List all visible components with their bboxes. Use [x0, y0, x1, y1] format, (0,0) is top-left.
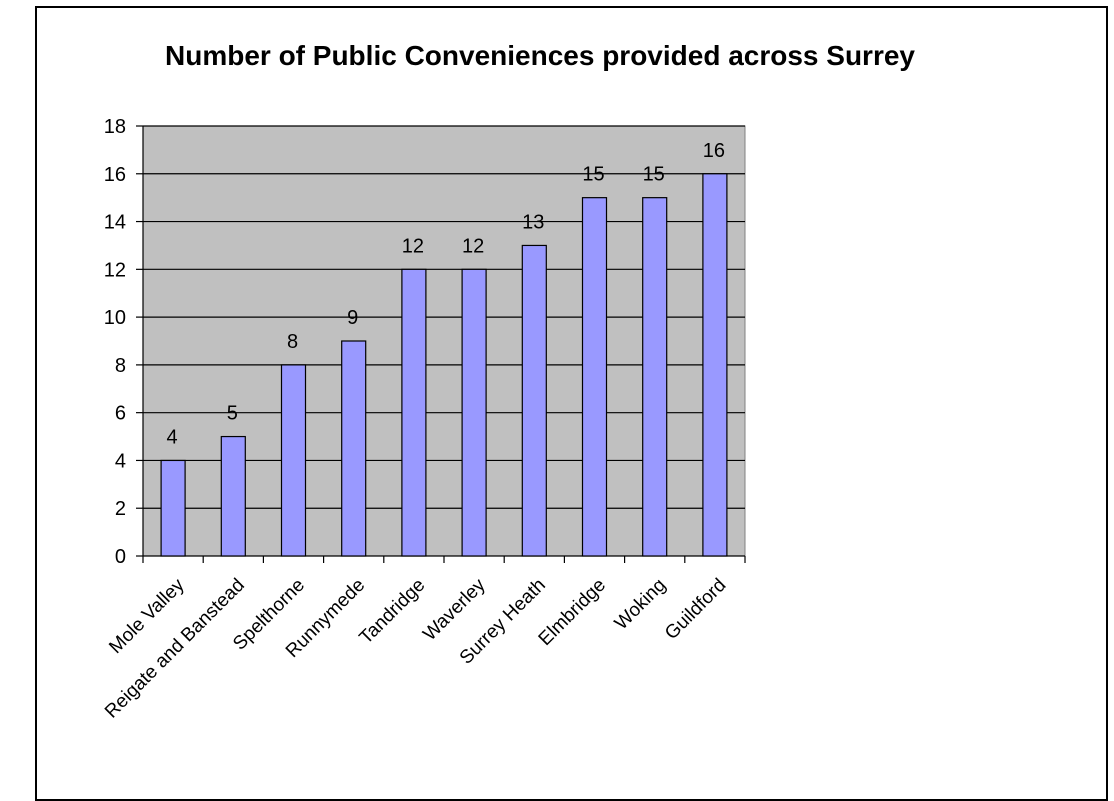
bar	[521, 244, 547, 557]
data-label: 4	[167, 426, 178, 448]
bar	[702, 173, 728, 557]
category-label: Woking	[611, 575, 670, 634]
data-label: 15	[582, 164, 604, 186]
category-label: Tandridge	[356, 575, 430, 649]
data-label: 5	[227, 403, 238, 425]
data-label: 12	[462, 235, 484, 257]
data-label: 15	[643, 164, 665, 186]
data-label: 12	[402, 235, 424, 257]
y-tick-label: 12	[104, 259, 126, 281]
y-tick-label: 10	[104, 307, 126, 329]
bar	[220, 435, 246, 557]
y-tick-label: 8	[115, 355, 126, 377]
y-tick-label: 0	[115, 546, 126, 568]
x-axis	[142, 555, 746, 563]
y-tick-label: 14	[104, 212, 126, 234]
bar	[642, 197, 668, 557]
chart-title: Number of Public Conveniences provided a…	[165, 40, 915, 71]
data-label: 8	[287, 331, 298, 353]
bar	[581, 197, 608, 557]
data-labels: 4 5 8 9 12 12 13 15 15 16	[167, 140, 725, 449]
data-label: 13	[522, 211, 544, 233]
y-axis: 0 2 4 6 8 10 12 14 16 18	[104, 116, 144, 568]
y-tick-label: 18	[104, 116, 126, 138]
bar	[461, 268, 487, 557]
bar	[401, 268, 427, 557]
data-label: 16	[703, 140, 725, 162]
y-tick-label: 16	[104, 164, 126, 186]
bar	[280, 364, 307, 557]
y-tick-label: 4	[115, 450, 126, 472]
data-label: 9	[347, 307, 358, 329]
bar	[341, 340, 367, 557]
bar	[160, 459, 186, 557]
category-label: Guildford	[661, 575, 730, 644]
bars	[160, 173, 728, 557]
y-tick-label: 6	[115, 403, 126, 425]
y-tick-label: 2	[115, 498, 126, 520]
